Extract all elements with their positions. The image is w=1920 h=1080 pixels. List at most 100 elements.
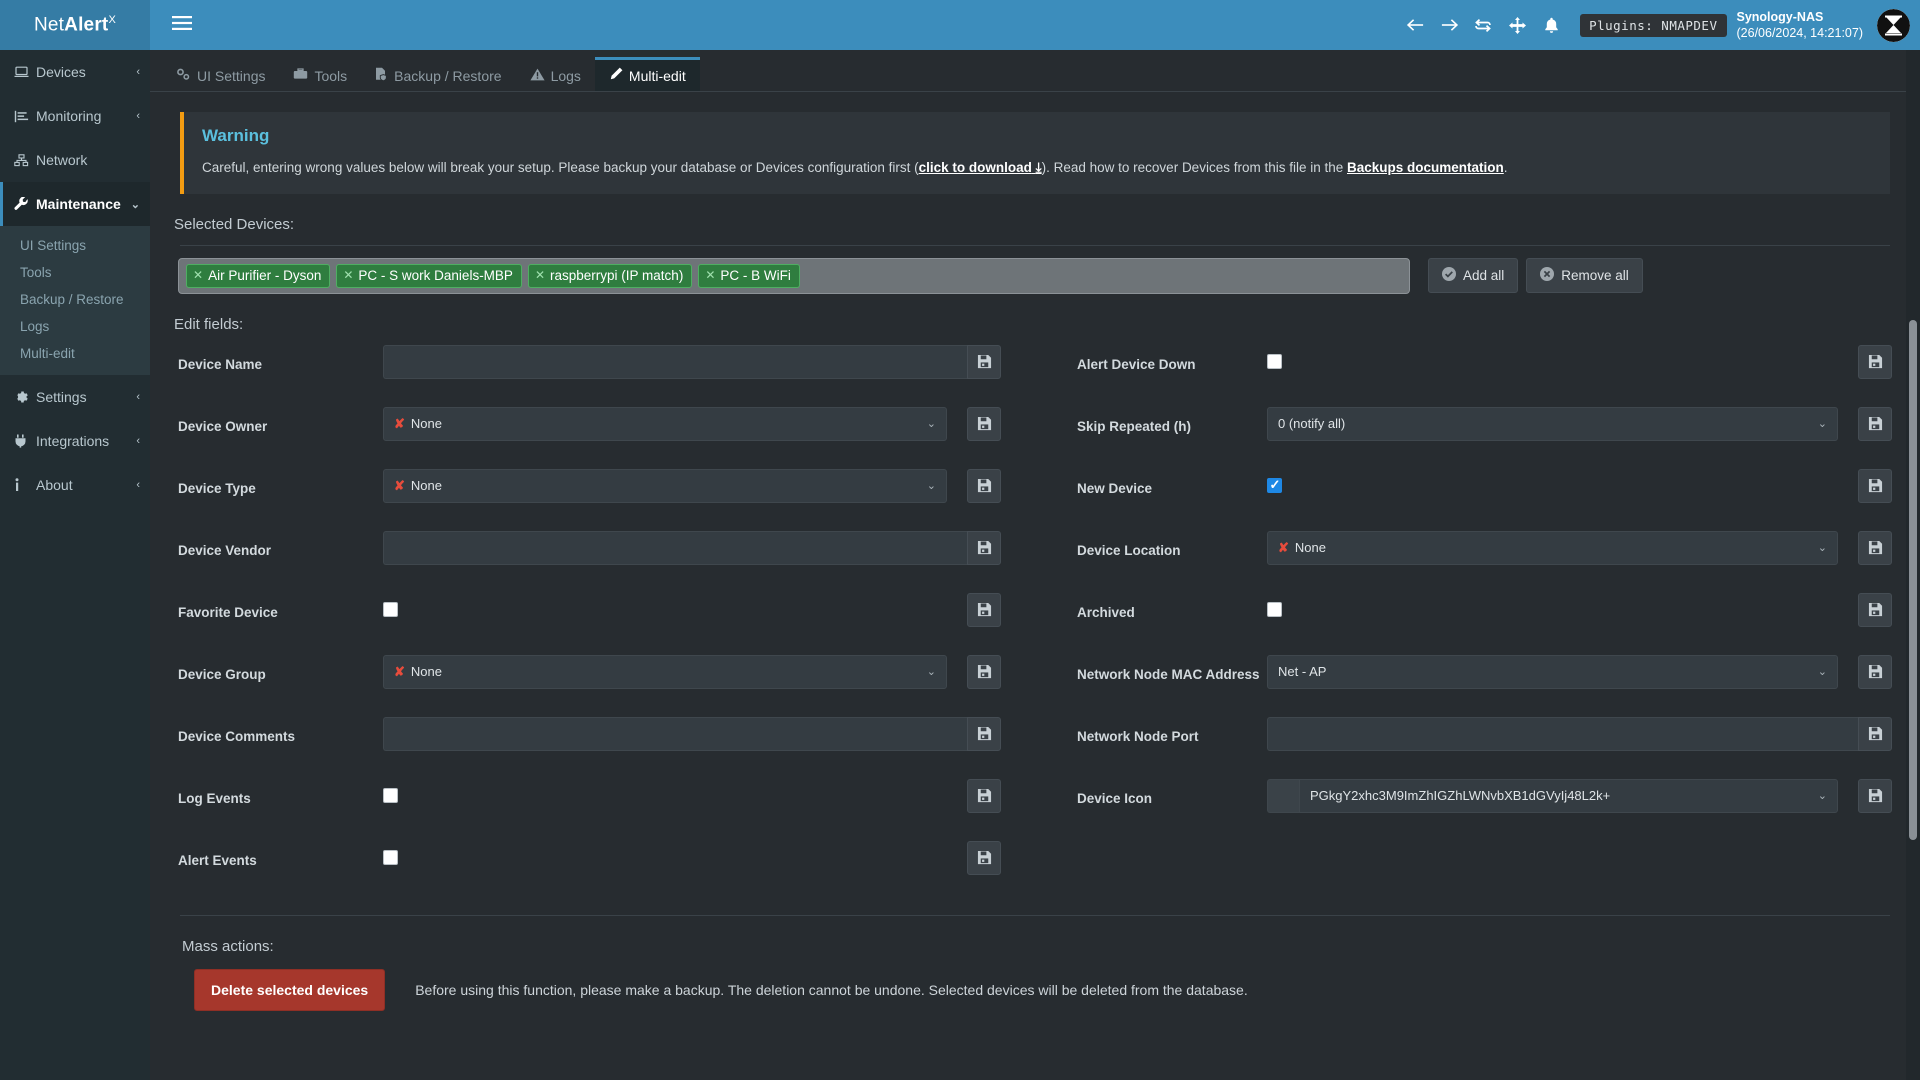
sidebar-item-about[interactable]: About ‹ (0, 463, 150, 507)
device-chip[interactable]: ✕ Air Purifier - Dyson (186, 263, 331, 288)
save-icon[interactable] (967, 778, 1001, 813)
download-link[interactable]: click to download ⤓ (919, 160, 1042, 175)
chevron-left-icon: ‹ (136, 110, 140, 122)
app-logo[interactable]: NetAlertX (0, 0, 150, 50)
save-icon[interactable] (967, 840, 1001, 875)
save-icon[interactable] (967, 344, 1001, 379)
save-icon[interactable] (1858, 468, 1892, 503)
warning-text-3: . (1503, 160, 1508, 175)
save-icon[interactable] (1858, 344, 1892, 379)
tab-tools[interactable]: Tools (279, 57, 361, 91)
select-value: Net - AP (1278, 664, 1327, 680)
save-icon[interactable] (967, 654, 1001, 689)
back-icon[interactable] (1398, 0, 1432, 50)
device-chip[interactable]: ✕ PC - B WiFi (698, 263, 800, 288)
save-icon[interactable] (1858, 592, 1892, 627)
save-icon[interactable] (967, 468, 1001, 503)
save-icon[interactable] (967, 592, 1001, 627)
device-name-input[interactable] (383, 344, 967, 379)
device-group-select[interactable]: ✘ None ⌄ (383, 654, 947, 689)
laptop-icon (14, 66, 36, 78)
remove-chip-icon[interactable]: ✕ (343, 268, 354, 283)
avatar[interactable] (1877, 8, 1910, 42)
sidebar-item-settings[interactable]: Settings ‹ (0, 375, 150, 419)
save-icon[interactable] (967, 406, 1001, 441)
field-skip-repeated: Skip Repeated (h) 0 (notify all) ⌄ (1077, 406, 1892, 453)
field-label: Device Group (178, 666, 266, 682)
device-comments-input[interactable] (383, 716, 967, 751)
sidebar-item-devices[interactable]: Devices ‹ (0, 50, 150, 94)
device-chip[interactable]: ✕ raspberrypi (IP match) (527, 263, 693, 288)
tab-label: Multi-edit (628, 67, 686, 84)
add-all-button[interactable]: Add all (1428, 257, 1519, 293)
field-device-vendor: Device Vendor (178, 530, 1001, 577)
delete-selected-devices-button[interactable]: Delete selected devices (194, 968, 386, 1011)
selected-devices-chipbox[interactable]: ✕ Air Purifier - Dyson ✕ PC - S work Danie… (178, 257, 1410, 294)
sidebar-item-logs[interactable]: Logs (20, 319, 50, 334)
x-mark-icon: ✘ (394, 663, 405, 679)
backups-documentation-link[interactable]: Backups documentation (1347, 160, 1504, 175)
tab-bar: UI Settings Tools Backup / Restore Logs … (150, 50, 1920, 92)
tab-multi-edit[interactable]: Multi-edit (594, 57, 700, 91)
sidebar-item-label: Monitoring (36, 108, 102, 124)
device-type-select[interactable]: ✘ None ⌄ (383, 468, 947, 503)
field-device-type: Device Type ✘ None ⌄ (178, 468, 1001, 515)
favorite-device-checkbox[interactable] (383, 602, 398, 618)
info-icon (14, 478, 36, 492)
field-label: Device Comments (178, 728, 296, 744)
sidebar-item-label: About (36, 477, 73, 493)
scrollbar-thumb[interactable] (1909, 320, 1917, 840)
sidebar-item-network[interactable]: Network (0, 138, 150, 182)
hamburger-menu-icon[interactable] (164, 11, 200, 39)
bell-icon[interactable] (1534, 0, 1568, 50)
save-icon[interactable] (1858, 716, 1892, 751)
remove-chip-icon[interactable]: ✕ (534, 268, 546, 283)
scrollbar-track[interactable] (1906, 50, 1920, 1080)
device-vendor-input[interactable] (383, 530, 967, 565)
chevron-down-icon: ⌄ (130, 198, 140, 211)
wrench-icon (14, 197, 36, 211)
save-icon[interactable] (1858, 530, 1892, 565)
sidebar-item-multi-edit[interactable]: Multi-edit (20, 346, 75, 361)
skip-repeated-select[interactable]: 0 (notify all) ⌄ (1267, 406, 1838, 441)
field-label: Network Node MAC Address (1077, 666, 1260, 682)
alert-device-down-checkbox[interactable] (1267, 354, 1282, 370)
device-owner-select[interactable]: ✘ None ⌄ (383, 406, 947, 441)
device-icon-select[interactable]: PGkgY2xhc3M9ImZhIGZhLWNvbXB1dGVyIj48L2k+… (1299, 778, 1838, 813)
move-icon[interactable] (1500, 0, 1534, 50)
save-icon[interactable] (1858, 654, 1892, 689)
sidebar-item-integrations[interactable]: Integrations ‹ (0, 419, 150, 463)
logo-net: Net (33, 14, 65, 36)
check-circle-icon (1442, 266, 1456, 284)
device-location-select[interactable]: ✘ None ⌄ (1267, 530, 1838, 565)
save-icon[interactable] (1858, 406, 1892, 441)
save-icon[interactable] (967, 530, 1001, 565)
header-bar: Plugins: NMAPDEV Synology-NAS (26/06/202… (150, 0, 1920, 50)
archived-checkbox[interactable] (1267, 602, 1282, 618)
sidebar-item-tools[interactable]: Tools (20, 265, 52, 280)
mass-actions-note: Before using this function, please make … (415, 981, 1248, 998)
network-node-port-input[interactable] (1267, 716, 1858, 751)
sidebar-item-label: Settings (36, 389, 87, 405)
network-node-mac-select[interactable]: Net - AP ⌄ (1267, 654, 1838, 689)
save-icon[interactable] (967, 716, 1001, 751)
alert-events-checkbox[interactable] (383, 850, 398, 866)
remove-all-button[interactable]: Remove all (1526, 257, 1643, 293)
tab-logs[interactable]: Logs (516, 57, 595, 91)
save-icon[interactable] (1858, 778, 1892, 813)
refresh-icon[interactable] (1466, 0, 1500, 50)
new-device-checkbox[interactable] (1267, 477, 1282, 494)
field-new-device: New Device (1077, 468, 1892, 515)
sidebar-item-monitoring[interactable]: Monitoring ‹ (0, 94, 150, 138)
tab-ui-settings[interactable]: UI Settings (162, 57, 279, 91)
device-chip[interactable]: ✕ PC - S work Daniels-MBP (336, 263, 522, 288)
remove-chip-icon[interactable]: ✕ (705, 268, 716, 283)
forward-icon[interactable] (1432, 0, 1466, 50)
sidebar-item-ui-settings[interactable]: UI Settings (20, 238, 87, 253)
sidebar-item-backup-restore[interactable]: Backup / Restore (20, 292, 124, 307)
log-events-checkbox[interactable] (383, 788, 398, 804)
field-network-node-port: Network Node Port (1077, 716, 1892, 763)
tab-backup-restore[interactable]: Backup / Restore (361, 57, 515, 91)
sidebar-item-maintenance[interactable]: Maintenance ⌄ (0, 182, 150, 226)
remove-chip-icon[interactable]: ✕ (193, 268, 204, 283)
